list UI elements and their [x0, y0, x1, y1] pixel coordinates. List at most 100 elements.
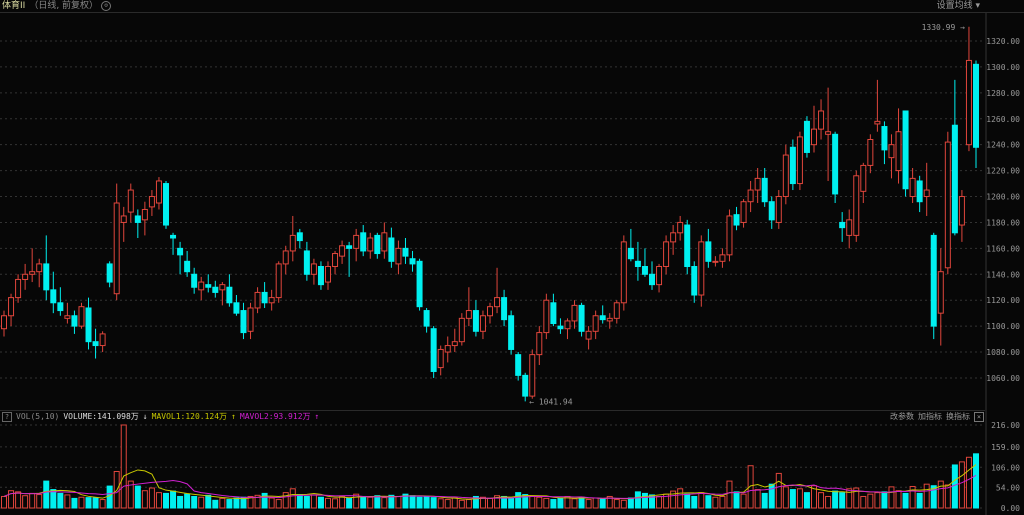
- volume-bar: [303, 495, 310, 509]
- volume-bar: [634, 491, 641, 509]
- volume-header: ? VOL(5,10) VOLUME:141.098万 ↓ MAVOL1:120…: [0, 410, 985, 423]
- volume-bar: [803, 492, 810, 509]
- candle-down: [184, 260, 191, 273]
- volume-bar: [50, 489, 57, 509]
- mavol2-line: [3, 474, 977, 499]
- candle-down: [557, 325, 564, 330]
- candle-down: [641, 266, 648, 275]
- price-tick-label: 1160.00: [986, 244, 1020, 253]
- candle-up: [536, 332, 543, 356]
- candle-up: [937, 271, 944, 314]
- volume-bar: [289, 488, 296, 509]
- volume-bar: [254, 494, 261, 509]
- close-icon[interactable]: ×: [974, 412, 984, 422]
- candle-down: [930, 234, 937, 327]
- candle-up: [127, 189, 134, 213]
- candle-down: [761, 177, 768, 203]
- volume-bar: [656, 495, 663, 509]
- volume-tick-label: 106.00: [991, 463, 1020, 472]
- volume-bar: [106, 485, 113, 509]
- ma-settings-button[interactable]: 设置均线 ▾: [936, 1, 980, 11]
- volume-bar: [965, 456, 972, 509]
- volume-bar: [832, 490, 839, 509]
- candle-down: [360, 232, 367, 252]
- candle-up: [15, 278, 22, 299]
- price-tick-label: 1220.00: [986, 167, 1020, 176]
- candle-down: [733, 214, 740, 226]
- volume-bar: [881, 491, 888, 509]
- volume-bar: [613, 499, 620, 509]
- volume-bar: [8, 490, 15, 509]
- volume-bar: [43, 480, 50, 509]
- candle-up: [395, 247, 402, 265]
- candle-up: [747, 189, 754, 203]
- volume-bar: [310, 494, 317, 509]
- candle-up: [339, 245, 346, 257]
- candle-down: [839, 221, 846, 229]
- volume-bar: [395, 495, 402, 509]
- candle-down: [106, 263, 113, 283]
- volume-bar: [155, 492, 162, 509]
- candle-up: [120, 215, 127, 223]
- volume-bar: [733, 491, 740, 509]
- candle-down: [973, 63, 979, 148]
- candle-down: [789, 146, 796, 185]
- candle-down: [508, 315, 515, 350]
- candle-down: [374, 234, 381, 255]
- volume-bar: [134, 485, 141, 509]
- candle-up: [909, 177, 916, 198]
- volume-bar: [691, 495, 698, 509]
- volume-bar: [332, 498, 339, 509]
- candle-up: [663, 241, 670, 268]
- gear-icon[interactable]: ⚙: [101, 1, 112, 11]
- volume-bar: [268, 497, 275, 509]
- candle-up: [782, 154, 789, 198]
- volume-bar: [388, 494, 395, 509]
- volume-bar: [818, 492, 825, 509]
- volume-bar: [444, 499, 451, 509]
- volume-bar: [494, 495, 501, 509]
- candle-up: [592, 315, 599, 332]
- volume-bar: [874, 492, 881, 509]
- volume-bar: [747, 465, 754, 509]
- volume-bar: [184, 493, 191, 509]
- candle-up: [141, 208, 148, 221]
- candle-up: [719, 254, 726, 262]
- volume-bar: [508, 497, 515, 509]
- mavol1-value: MAVOL1:120.124万: [151, 412, 228, 421]
- candle-up: [796, 136, 803, 185]
- candle-up: [367, 237, 374, 252]
- candle-down: [409, 258, 416, 265]
- candle-down: [85, 307, 92, 343]
- volume-bar: [423, 495, 430, 509]
- edit-params-button[interactable]: 改参数: [890, 412, 914, 421]
- volume-bar: [620, 499, 627, 509]
- volume-bar: [698, 492, 705, 509]
- volume-bar: [261, 492, 268, 509]
- candle-up: [155, 180, 162, 204]
- candle-up: [860, 164, 867, 192]
- chart-mode-label: （日线, 前复权）: [29, 1, 99, 11]
- candle-up: [670, 232, 677, 243]
- candle-down: [423, 310, 430, 327]
- volume-bar: [853, 487, 860, 509]
- help-icon[interactable]: ?: [2, 412, 12, 422]
- volume-bar: [381, 497, 388, 509]
- volume-bar: [346, 497, 353, 509]
- volume-bar: [409, 495, 416, 509]
- candle-up: [29, 271, 36, 275]
- candle-up: [656, 266, 663, 286]
- volume-bar: [944, 484, 951, 509]
- candle-up: [282, 250, 289, 265]
- candle-down: [303, 250, 310, 275]
- candle-down: [649, 273, 655, 286]
- candle-up: [479, 315, 486, 332]
- volume-bar: [78, 496, 85, 509]
- volume-bar: [543, 497, 550, 509]
- price-tick-label: 1300.00: [986, 63, 1020, 72]
- volume-bar: [550, 499, 557, 509]
- candle-up: [888, 144, 895, 159]
- switch-indicator-button[interactable]: 换指标: [946, 412, 970, 421]
- add-indicator-button[interactable]: 加指标: [918, 412, 942, 421]
